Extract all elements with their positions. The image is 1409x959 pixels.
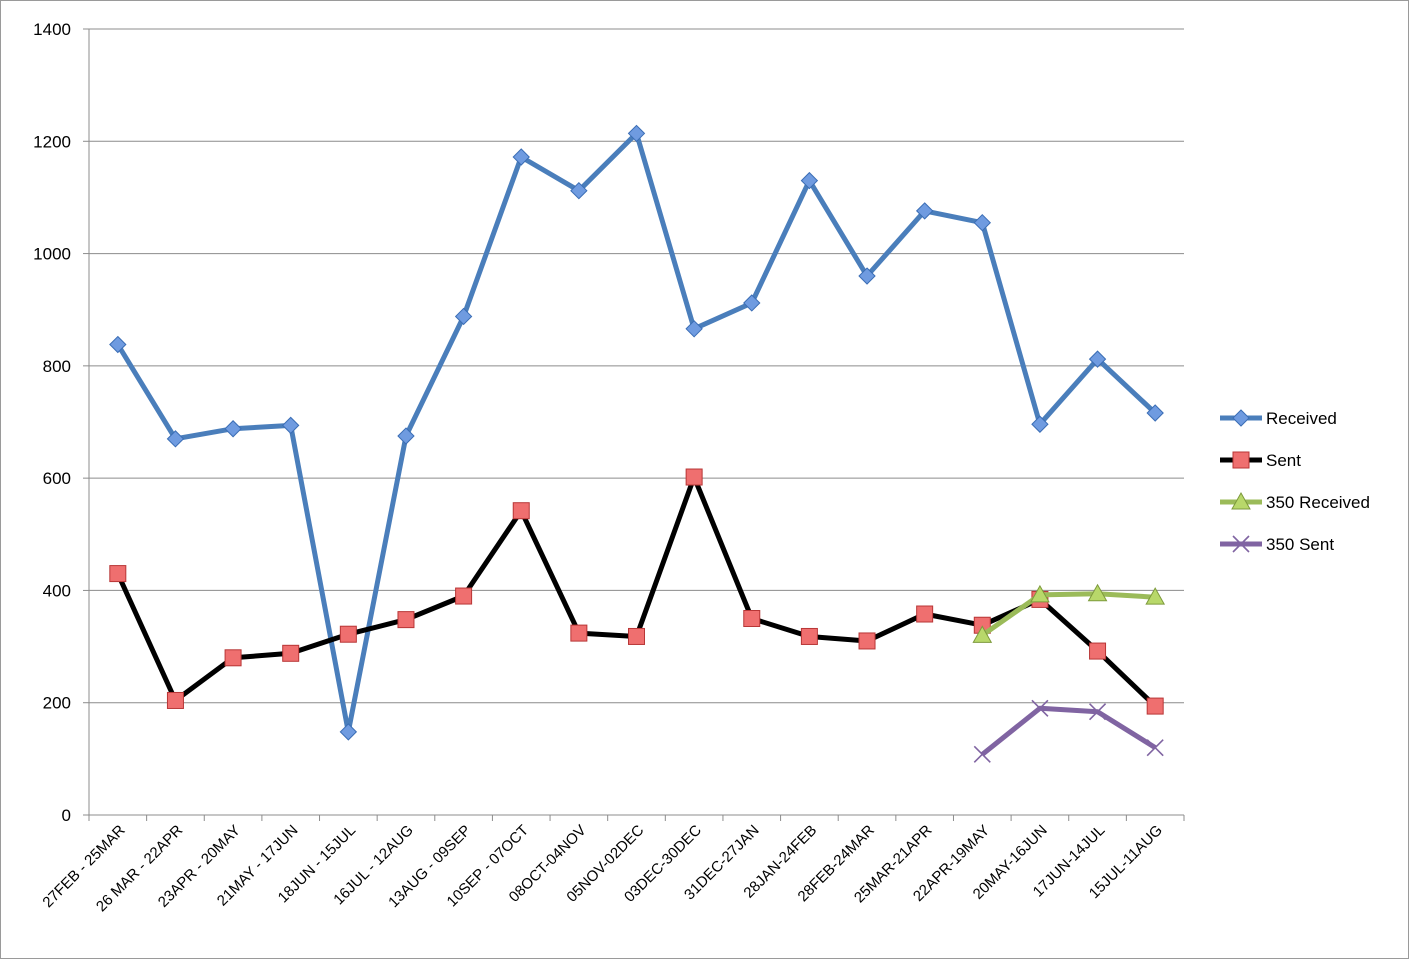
data-point-sent — [1146, 697, 1164, 715]
series-received — [109, 124, 1164, 741]
legend-swatch-marker — [1232, 535, 1250, 553]
data-point-350-received — [972, 625, 993, 643]
data-point-received — [570, 181, 588, 200]
data-point-sent — [628, 627, 645, 645]
legend-swatch-marker — [1231, 491, 1251, 510]
series-line-350-received — [980, 591, 1156, 638]
data-point-received — [282, 416, 300, 435]
legend-swatch-marker — [1232, 409, 1250, 427]
data-point-received — [915, 202, 934, 220]
data-point-sent — [1089, 642, 1107, 660]
data-point-sent — [339, 625, 357, 643]
y-tick-label: 200 — [43, 694, 71, 713]
data-point-received — [512, 148, 530, 166]
legend-label: Sent — [1266, 451, 1301, 470]
series-350-received — [972, 583, 1166, 643]
data-point-sent — [743, 610, 761, 627]
y-tick-label: 1000 — [33, 245, 71, 264]
legend-item-350-received: 350 Received — [1220, 491, 1370, 512]
data-point-received — [685, 320, 703, 338]
data-point-sent — [455, 587, 473, 605]
series-lines — [109, 124, 1166, 763]
gridlines — [89, 28, 1184, 704]
data-point-350-sent — [973, 745, 991, 763]
data-point-received — [1146, 404, 1164, 422]
legend-item-received: Received — [1220, 409, 1337, 428]
legend-swatch-marker — [1232, 451, 1250, 469]
series-350-sent — [973, 699, 1164, 763]
data-point-350-received — [1030, 584, 1050, 603]
data-point-received — [454, 307, 473, 326]
data-point-received — [397, 427, 415, 445]
data-point-sent — [916, 605, 934, 623]
series-line-350-sent — [980, 705, 1157, 757]
data-point-sent — [109, 565, 127, 583]
data-point-350-sent — [1088, 703, 1107, 721]
data-point-received — [858, 267, 876, 285]
data-point-sent — [224, 649, 242, 667]
y-tick-label: 800 — [43, 357, 71, 376]
data-point-sent — [166, 691, 184, 709]
data-point-350-sent — [1146, 739, 1164, 757]
data-point-received — [973, 213, 991, 232]
legend: Received Sent 350 Received 350 Sent — [1220, 409, 1370, 554]
series-sent — [109, 468, 1164, 715]
y-tick-label: 1400 — [33, 20, 71, 39]
data-point-sent — [800, 627, 818, 645]
legend-item-350-sent: 350 Sent — [1220, 535, 1334, 554]
data-point-received — [339, 723, 358, 741]
data-point-sent — [397, 611, 415, 629]
data-point-received — [800, 171, 819, 190]
data-point-received — [1088, 350, 1107, 368]
legend-label: 350 Sent — [1266, 535, 1334, 554]
legend-label: 350 Received — [1266, 493, 1370, 512]
data-point-sent — [512, 502, 530, 520]
y-tick-label: 1200 — [33, 132, 71, 151]
data-point-sent — [685, 468, 703, 486]
data-point-350-received — [1087, 583, 1108, 602]
y-tick-label: 400 — [43, 581, 71, 600]
legend-label: Received — [1266, 409, 1337, 428]
data-point-sent — [282, 644, 300, 662]
data-point-sent — [858, 632, 876, 650]
data-point-received — [1031, 415, 1049, 433]
series-line-sent — [115, 474, 1157, 708]
data-point-received — [743, 294, 761, 312]
data-point-received — [224, 420, 242, 438]
y-tick-label: 600 — [43, 469, 71, 488]
data-point-350-received — [1145, 587, 1166, 605]
y-tick-label: 0 — [62, 806, 71, 825]
data-point-received — [166, 430, 185, 448]
data-point-350-sent — [1031, 699, 1049, 717]
data-point-received — [627, 124, 646, 143]
data-point-received — [109, 335, 127, 354]
legend-item-sent: Sent — [1220, 451, 1301, 470]
data-point-sent — [570, 624, 588, 642]
